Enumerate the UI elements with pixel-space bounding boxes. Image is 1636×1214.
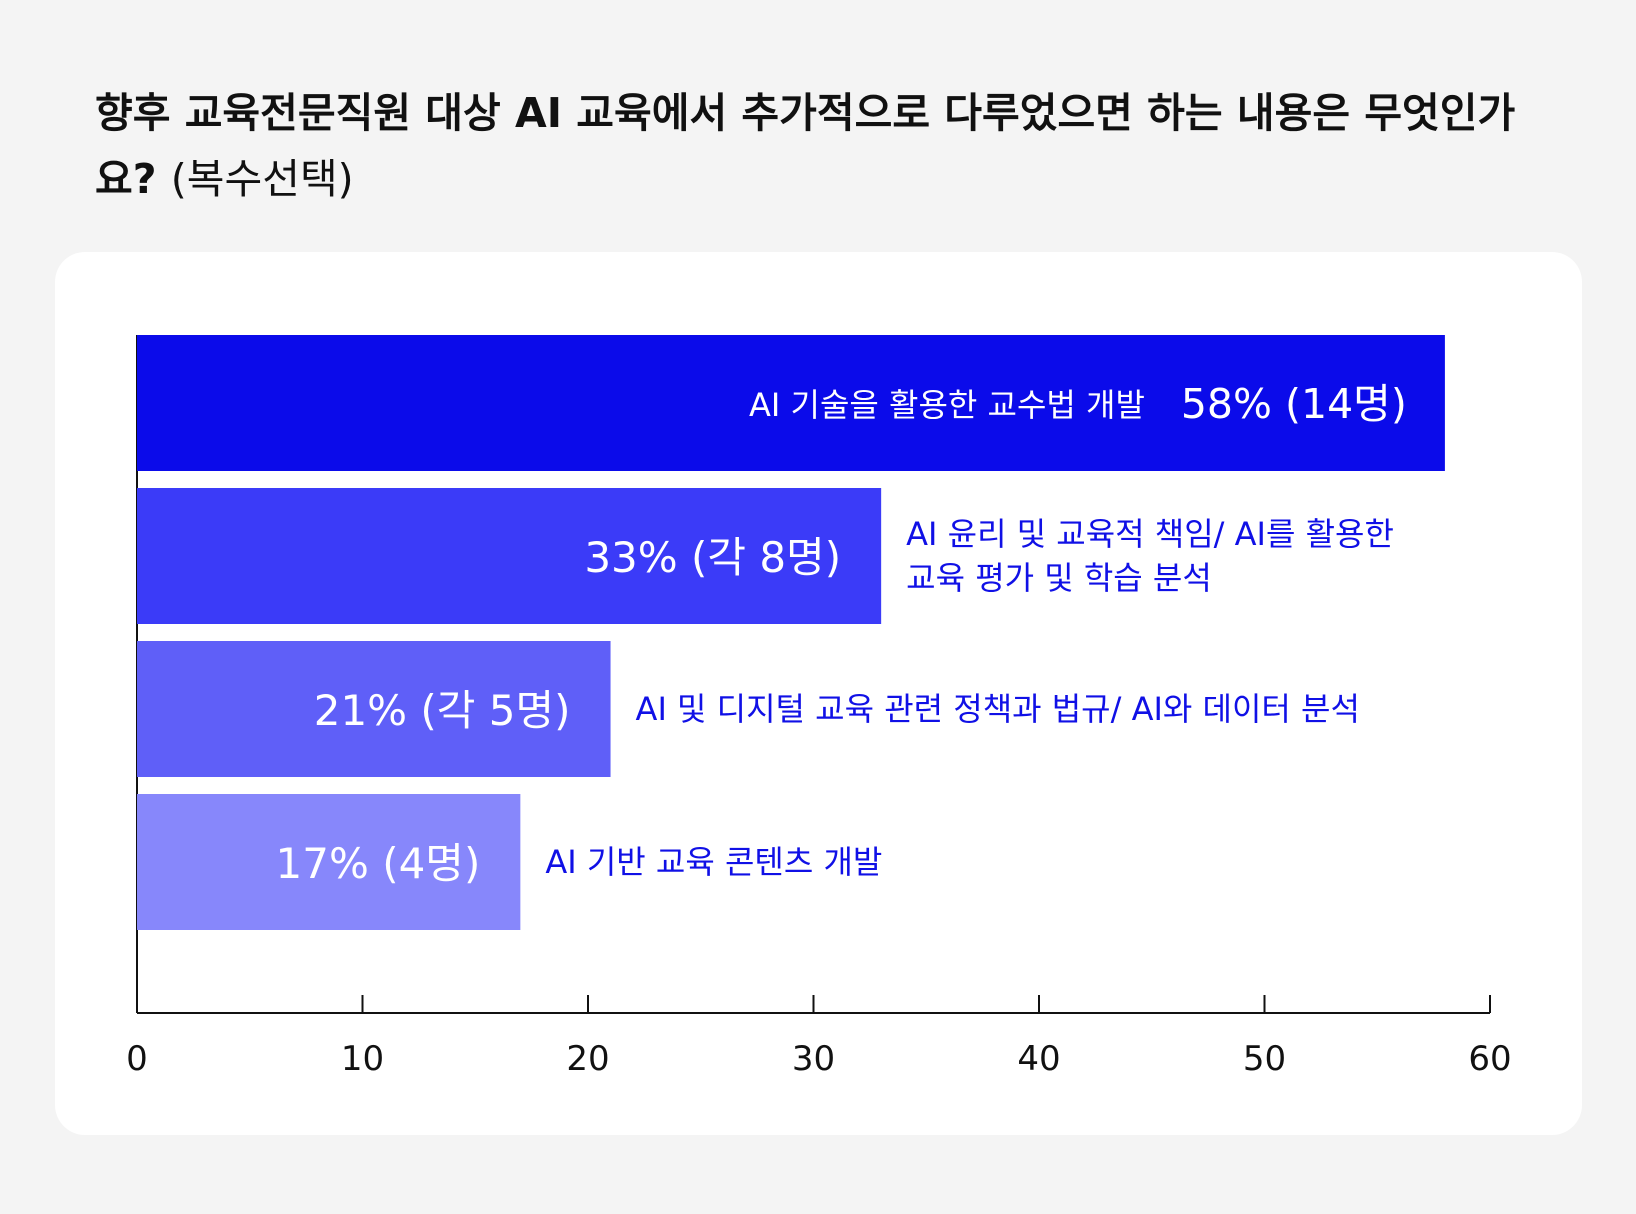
chart-title: 향후 교육전문직원 대상 AI 교육에서 추가적으로 다루었으면 하는 내용은 … — [95, 80, 1575, 212]
chart-title-sub: (복수선택) — [170, 155, 354, 203]
bar-value-label: 33% (각 8명) — [584, 533, 841, 582]
bar — [137, 488, 882, 624]
bar-value-label: 21% (각 5명) — [314, 686, 571, 735]
x-tick-label: 30 — [792, 1039, 835, 1079]
bar — [137, 335, 1445, 471]
x-tick-label: 20 — [566, 1039, 609, 1079]
chart-title-main: 향후 교육전문직원 대상 AI 교육에서 추가적으로 다루었으면 하는 내용은 … — [95, 89, 1516, 203]
x-tick-label: 0 — [126, 1039, 148, 1079]
x-tick-label: 50 — [1243, 1039, 1286, 1079]
bar-category-label: 교육 평가 및 학습 분석 — [906, 559, 1212, 597]
bar-category-label: AI 기반 교육 콘텐츠 개발 — [545, 843, 882, 881]
bar — [137, 794, 521, 930]
bar-value-label: 17% (4명) — [276, 839, 481, 888]
bar-value-label: 58% (14명) — [1181, 380, 1407, 428]
bar-category-label: AI 윤리 및 교육적 책임/ AI를 활용한 — [906, 515, 1394, 553]
x-tick-label: 40 — [1017, 1039, 1060, 1079]
bar-category-label: AI 및 디지털 교육 관련 정책과 법규/ AI와 데이터 분석 — [636, 690, 1360, 728]
x-tick-label: 60 — [1468, 1039, 1511, 1079]
bar-category-label: AI 기술을 활용한 교수법 개발 — [749, 386, 1145, 424]
bar — [137, 641, 611, 777]
x-tick-label: 10 — [341, 1039, 384, 1079]
